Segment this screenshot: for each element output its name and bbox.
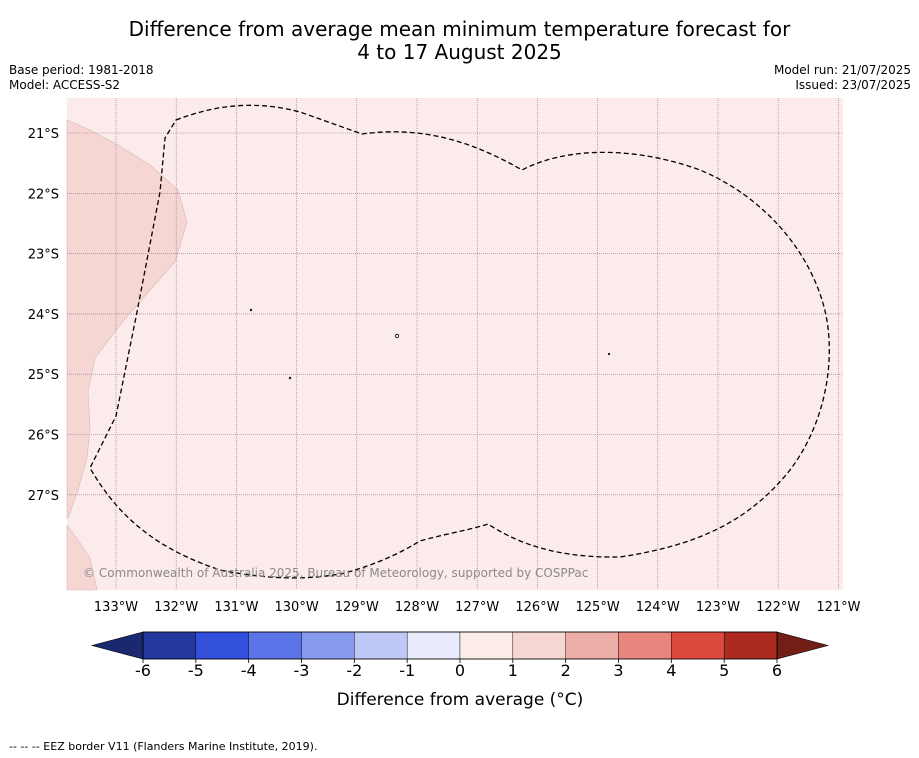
colorbar-tick-label: -5 (188, 661, 204, 680)
longitude-label: 127°W (455, 600, 499, 615)
colorbar-tick-label: -4 (241, 661, 257, 680)
colorbar-segment (618, 631, 672, 660)
colorbar-low-extension (90, 631, 144, 660)
colorbar-tick-label: 5 (719, 661, 729, 680)
colorbar (90, 631, 830, 660)
longitude-label: 125°W (576, 600, 620, 615)
base-period: Base period: 1981-2018 (9, 63, 154, 77)
colorbar-ticks: -6 -5 -4 -3 -2 -1 0 1 2 3 4 5 6 (135, 659, 782, 680)
model-name: Model: ACCESS-S2 (9, 78, 121, 92)
colorbar-label: Difference from average (°C) (337, 690, 584, 710)
map-area (67, 98, 843, 590)
island-marker (249, 308, 253, 312)
island-marker (394, 333, 400, 339)
colorbar-tick-label: 0 (455, 661, 465, 680)
colorbar-segment (142, 631, 197, 660)
latitude-label: 23°S (28, 248, 59, 263)
colorbar-tick-label: -2 (346, 661, 362, 680)
colorbar-segment (195, 631, 249, 660)
longitude-label: 126°W (515, 600, 559, 615)
longitude-label: 132°W (154, 600, 198, 615)
colorbar-segment (301, 631, 355, 660)
latitude-label: 26°S (28, 429, 59, 444)
longitude-label: 131°W (214, 600, 258, 615)
model-info: Base period: 1981-2018 Model: ACCESS-S2 (9, 63, 154, 93)
colorbar-segment (459, 631, 514, 660)
copyright-notice: © Commonwealth of Australia 2025, Bureau… (83, 566, 588, 580)
colorbar-segment (248, 631, 302, 660)
longitude-label: 123°W (696, 600, 740, 615)
colorbar-tick-label: -6 (135, 661, 151, 680)
latitude-label: 24°S (28, 308, 59, 323)
longitude-label: 133°W (94, 600, 138, 615)
longitude-labels: 133°W 132°W 131°W 130°W 129°W 128°W 127°W 126°W… (94, 600, 861, 615)
colorbar-tick-label: 6 (772, 661, 782, 680)
latitude-label: 27°S (28, 489, 59, 504)
colorbar-tick-label: 4 (666, 661, 676, 680)
colorbar-segment (512, 631, 566, 660)
colorbar-tick-label: 1 (508, 661, 518, 680)
colorbar-tick-label: -3 (294, 661, 310, 680)
issued-date: Issued: 23/07/2025 (795, 78, 911, 92)
latitude-label: 21°S (28, 127, 59, 142)
longitude-label: 128°W (395, 600, 439, 615)
model-run: Model run: 21/07/2025 (773, 63, 911, 77)
west-anomaly-region (66, 119, 188, 519)
colorbar-segment (406, 631, 461, 660)
colorbar-high-extension (776, 631, 830, 660)
run-info: Model run: 21/07/2025 Issued: 23/07/2025 (774, 63, 911, 93)
longitude-label: 122°W (756, 600, 800, 615)
colorbar-segment (354, 631, 408, 660)
island-marker (607, 352, 611, 356)
longitude-label: 121°W (816, 600, 860, 615)
graticule (67, 98, 843, 590)
latitude-label: 25°S (28, 368, 59, 383)
colorbar-tick-label: 3 (613, 661, 623, 680)
west-anomaly-region-south (66, 524, 98, 591)
longitude-label: 129°W (335, 600, 379, 615)
colorbar-tick-label: 2 (561, 661, 571, 680)
title-line-1: Difference from average mean minimum tem… (128, 17, 791, 41)
colorbar-tick-label: -1 (399, 661, 415, 680)
latitude-label: 22°S (28, 187, 59, 202)
chart-title: Difference from average mean minimum tem… (0, 18, 919, 64)
eez-border (89, 104, 830, 579)
island-marker (288, 376, 292, 380)
latitude-labels: 21°S 22°S 23°S 24°S 25°S 26°S 27°S (28, 127, 59, 504)
eez-legend-note: -- -- -- EEZ border V11 (Flanders Marine… (9, 740, 318, 753)
colorbar-segment (723, 631, 778, 660)
islands (249, 308, 611, 380)
longitude-label: 124°W (636, 600, 680, 615)
colorbar-segment (565, 631, 619, 660)
title-line-2: 4 to 17 August 2025 (357, 40, 562, 64)
colorbar-segment (671, 631, 725, 660)
longitude-label: 130°W (275, 600, 319, 615)
